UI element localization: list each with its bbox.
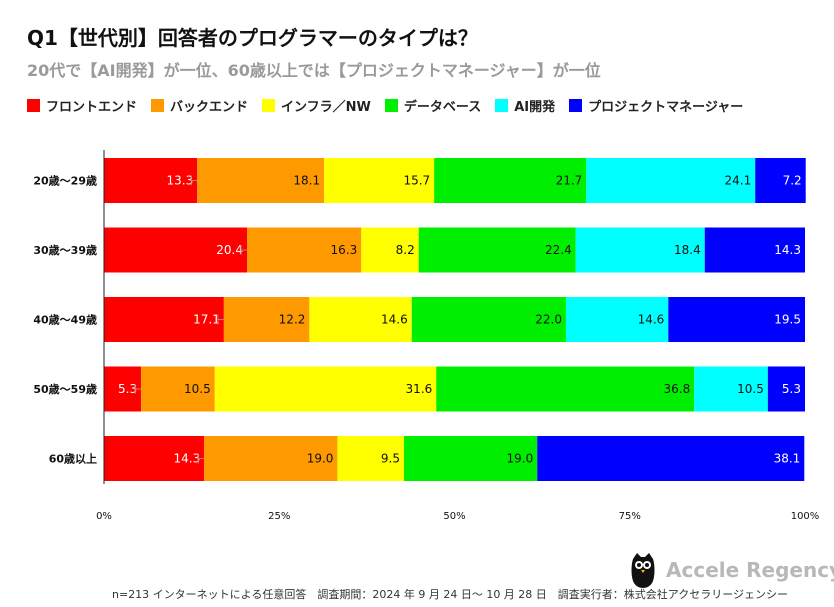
bar-segment (309, 297, 412, 342)
data-label: 14.6 (381, 313, 408, 327)
legend-label: インフラ／NW (281, 99, 371, 115)
bar-segment (337, 436, 405, 481)
legend-item: データベース (384, 96, 482, 115)
legend-swatch (151, 98, 165, 112)
data-label: 13.3 (167, 174, 194, 188)
legend: フロントエンド バックエンド インフラ／NW データベース AI開発 プロジェクトマネージ… (27, 96, 757, 115)
data-label: 14.3 (174, 452, 201, 466)
legend-label: バックエンド (170, 99, 249, 115)
bar-segment (104, 158, 198, 203)
category-label: 50歳〜59歳 (33, 382, 97, 396)
data-label: 7.2 (783, 174, 802, 188)
bar-segment (361, 227, 419, 273)
data-label: 19.0 (307, 452, 334, 466)
x-tick-label: 75% (619, 511, 641, 522)
data-label: 19.0 (506, 452, 533, 466)
legend-item: フロントエンド (27, 96, 137, 115)
logo: Accele Regency (630, 550, 834, 590)
legend-swatch (27, 98, 40, 112)
data-label: 5.3 (118, 382, 137, 396)
category-label: 20歳〜29歳 (33, 174, 97, 188)
bar-segment (767, 366, 805, 412)
data-label: 21.7 (556, 174, 583, 188)
x-tick-label: 0% (96, 511, 112, 522)
data-label: 36.8 (664, 382, 691, 396)
data-label: 38.1 (774, 452, 801, 466)
data-label: 10.5 (184, 382, 211, 396)
x-tick-label: 25% (268, 511, 290, 522)
data-label: 19.5 (774, 313, 801, 327)
legend-item: プロジェクトマネージャー (569, 96, 743, 115)
legend-item: バックエンド (151, 96, 248, 115)
legend-label: プロジェクトマネージャー (588, 99, 744, 115)
category-label: 30歳〜39歳 (33, 243, 97, 257)
legend-label: フロントエンド (46, 99, 138, 115)
bar-segment (565, 297, 669, 342)
data-label: 14.3 (774, 243, 801, 257)
data-label: 22.4 (545, 243, 572, 257)
bar-segment (404, 436, 538, 481)
data-label: 9.5 (381, 452, 400, 466)
category-label: 60歳以上 (49, 452, 97, 466)
data-label: 5.3 (782, 382, 801, 396)
chart-title: Q1【世代別】回答者のプログラマーのタイプは？ (27, 26, 478, 50)
legend-swatch (262, 98, 276, 112)
bar-segment (204, 436, 338, 481)
bar-segment (214, 366, 437, 412)
bar-segment (434, 158, 587, 203)
bar-segment (197, 158, 325, 203)
footer-note: n=213 インターネットによる任意回答 調査期間：2024 年 9 月 24 … (112, 588, 789, 601)
data-label: 22.0 (535, 313, 562, 327)
x-tick-label: 50% (443, 511, 465, 522)
data-label: 31.6 (406, 382, 433, 396)
data-label: 15.7 (403, 174, 430, 188)
data-label: 8.2 (396, 243, 415, 257)
bar-segment (418, 227, 576, 273)
logo-text: Accele Regency (666, 558, 834, 582)
bar-segment (436, 366, 695, 412)
bar-segment (324, 158, 435, 203)
legend-swatch (495, 98, 509, 112)
data-label: 10.5 (737, 382, 764, 396)
data-label: 20.4 (216, 243, 243, 257)
legend-item: AI開発 (495, 96, 555, 115)
legend-item: インフラ／NW (262, 96, 371, 115)
bar-segment (537, 436, 805, 481)
bar-segment (223, 297, 310, 342)
data-label: 24.1 (725, 174, 752, 188)
legend-swatch (569, 98, 583, 112)
bar-segment (704, 227, 805, 273)
legend-label: AI開発 (514, 99, 556, 115)
bar-segment (694, 366, 768, 412)
legend-label: データベース (403, 99, 482, 115)
bar-segment (104, 436, 205, 481)
bar-segment (104, 227, 248, 273)
data-label: 12.2 (279, 313, 306, 327)
bar-segment (411, 297, 566, 342)
bar-segment (575, 227, 705, 273)
bar-segment (586, 158, 756, 203)
data-label: 18.4 (674, 243, 701, 257)
data-label: 14.6 (638, 313, 665, 327)
legend-swatch (384, 98, 398, 112)
category-label: 40歳〜49歳 (33, 313, 97, 327)
bar-segment (668, 297, 805, 342)
bar-segment (247, 227, 362, 273)
owl-icon (631, 553, 655, 588)
data-label: 16.3 (331, 243, 358, 257)
data-label: 18.1 (293, 174, 320, 188)
data-label: 17.1 (193, 313, 220, 327)
bar-segment (141, 366, 215, 412)
bar-segment (755, 158, 806, 203)
x-tick-label: 100% (791, 511, 820, 522)
chart-subtitle: 20代で【AI開発】が一位、60歳以上では【プロジェクトマネージャー】が一位 (27, 61, 601, 80)
bar-segment (104, 297, 224, 342)
